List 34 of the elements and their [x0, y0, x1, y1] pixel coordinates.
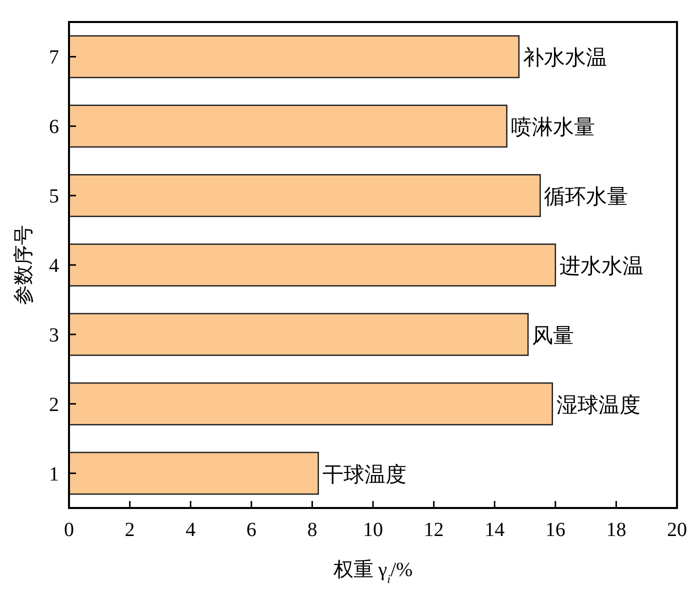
y-tick-label: 1 — [49, 463, 59, 486]
annotation: 进水水温 — [559, 254, 644, 278]
bar — [68, 35, 520, 78]
x-tick-label: 10 — [363, 519, 383, 541]
x-tick-label: 16 — [545, 519, 566, 541]
y-tick-label: 6 — [49, 116, 59, 138]
x-tick-label: 14 — [484, 519, 505, 541]
x-tick-label: 20 — [667, 519, 687, 541]
y-tick-label: 5 — [49, 186, 59, 208]
annotation: 风量 — [532, 323, 574, 348]
annotation: 循环水量 — [544, 184, 628, 209]
y-tick-label: 7 — [49, 46, 59, 69]
bar — [68, 244, 556, 286]
y-tick-label: 4 — [49, 255, 59, 277]
x-tick-label: 8 — [307, 519, 318, 541]
y-tick-label: 3 — [49, 324, 59, 346]
y-axis-title: 参数序号 — [13, 225, 35, 305]
bar — [68, 382, 554, 426]
bar — [68, 312, 529, 356]
y-tick-label: 2 — [49, 394, 59, 416]
annotation: 湿球温度 — [556, 392, 640, 417]
x-axis-title: 权重 γ$_{i}$/% — [332, 559, 413, 586]
x-tick-label: 2 — [124, 519, 135, 541]
x-tick-label: 4 — [186, 519, 196, 541]
x-tick-label: 0 — [64, 519, 74, 541]
x-tick-label: 6 — [246, 519, 256, 541]
bar — [68, 452, 319, 495]
annotation: 补水水温 — [522, 46, 607, 70]
x-tick-label: 12 — [424, 519, 444, 541]
annotation: 喷淋水量 — [510, 115, 595, 140]
bar — [68, 104, 508, 148]
x-tick-label: 18 — [606, 519, 626, 541]
bar — [68, 174, 541, 218]
annotation: 干球温度 — [322, 462, 406, 486]
